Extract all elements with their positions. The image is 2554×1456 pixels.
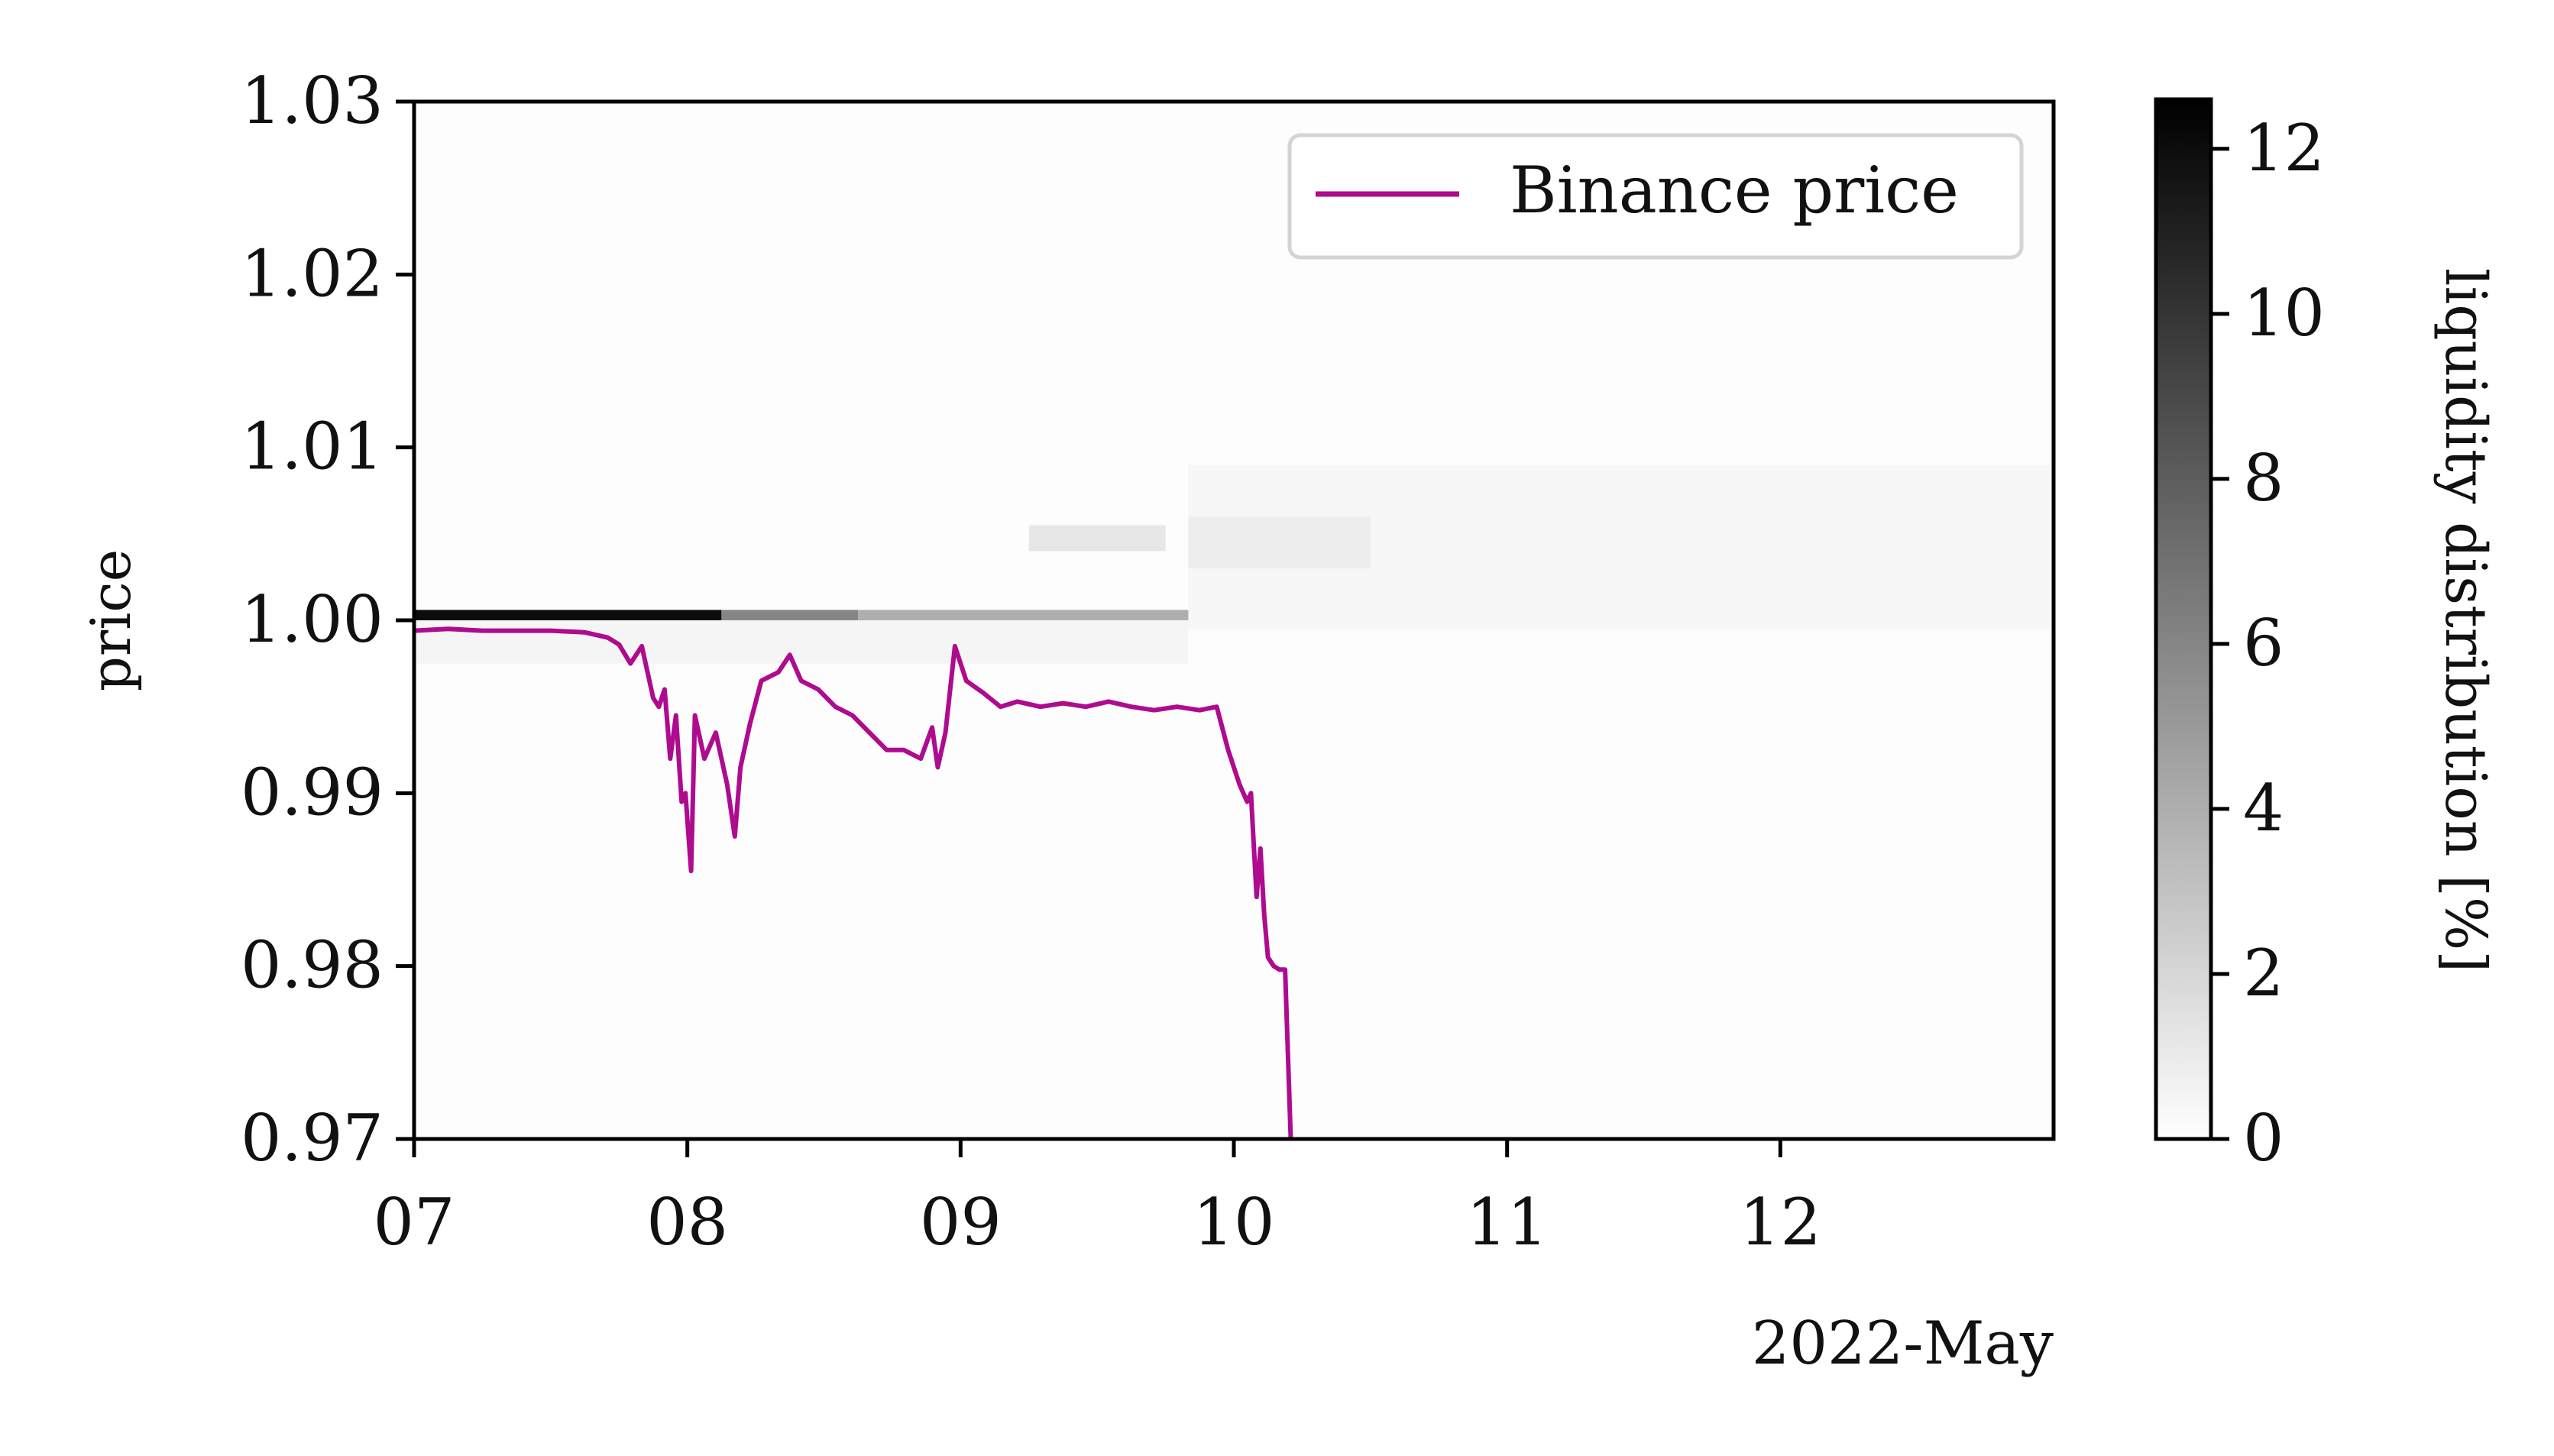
y-tick-label-4: 1.01 bbox=[241, 409, 384, 484]
colorbar-tick-label-0: 0 bbox=[2243, 1101, 2284, 1176]
plot-area bbox=[412, 99, 2056, 1141]
colorbar-ticks: 0 2 4 6 8 10 12 bbox=[2211, 111, 2325, 1176]
y-tick-label-5: 1.02 bbox=[241, 236, 384, 311]
y-tick-label-1: 0.98 bbox=[241, 928, 384, 1003]
liquidity-heatmap bbox=[414, 464, 2054, 664]
x-tick-label-0: 07 bbox=[374, 1185, 455, 1260]
x-tick-label-4: 11 bbox=[1466, 1185, 1548, 1260]
x-tick-label-1: 08 bbox=[646, 1185, 728, 1260]
y-axis: 0.97 0.98 0.99 1.00 1.01 1.02 1.03 bbox=[241, 63, 414, 1176]
y-tick-label-0: 0.97 bbox=[241, 1101, 384, 1176]
x-axis: 07 08 09 10 11 12 bbox=[374, 1139, 1821, 1260]
legend: Binance price bbox=[1287, 133, 2024, 260]
colorbar-tick-label-2: 4 bbox=[2243, 771, 2284, 846]
colorbar-label: liquidity distribution [%] bbox=[2433, 268, 2498, 972]
x-tick-label-3: 10 bbox=[1193, 1185, 1275, 1260]
colorbar-tick-label-1: 2 bbox=[2243, 936, 2284, 1011]
y-tick-label-3: 1.00 bbox=[241, 582, 384, 657]
heatmap-cell-1 bbox=[721, 610, 859, 620]
heatmap-cell-7 bbox=[1028, 525, 1166, 552]
series-layer bbox=[413, 626, 1293, 1140]
heatmap-cell-0 bbox=[414, 610, 722, 620]
colorbar-tick-label-5: 10 bbox=[2243, 276, 2325, 351]
x-offset-label: 2022-May bbox=[1752, 1309, 2054, 1378]
heatmap-cell-6 bbox=[1188, 516, 1371, 569]
colorbar-frame bbox=[2154, 97, 2213, 1141]
colorbar-tick-label-4: 8 bbox=[2243, 441, 2284, 516]
series-line-0 bbox=[413, 626, 1293, 1140]
colorbar: 0 2 4 6 8 10 12 liquidity distribution [%] bbox=[2154, 97, 2498, 1176]
y-tick-label-2: 0.99 bbox=[241, 755, 384, 830]
legend-box bbox=[1287, 133, 2024, 260]
colorbar-gradient bbox=[2156, 99, 2211, 1139]
legend-label-binance-price: Binance price bbox=[1510, 153, 1959, 228]
colorbar-tick-label-6: 12 bbox=[2243, 111, 2325, 186]
x-tick-label-5: 12 bbox=[1740, 1185, 1821, 1260]
colorbar-tick-label-3: 6 bbox=[2243, 606, 2284, 681]
x-tick-label-2: 09 bbox=[920, 1185, 1002, 1260]
y-axis-label: price bbox=[79, 549, 143, 691]
heatmap-cell-4 bbox=[414, 620, 1189, 664]
y-tick-label-6: 1.03 bbox=[241, 63, 384, 138]
